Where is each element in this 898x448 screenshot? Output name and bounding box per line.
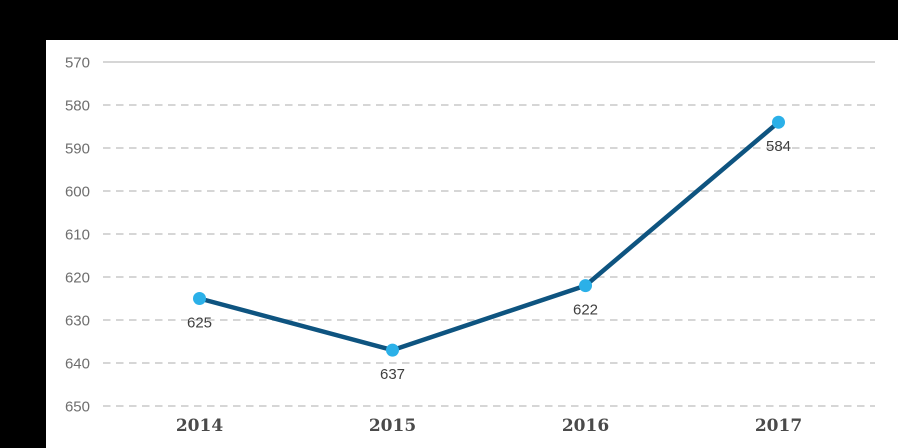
ranking-line-chart: 570 580 590 600 610 620 630 640 650 625 637 622 584 2… — [65, 55, 875, 436]
y-tick-label: 630 — [65, 313, 90, 330]
y-tick-label: 600 — [65, 184, 90, 201]
data-point-marker — [772, 115, 785, 129]
y-tick-label: 590 — [65, 141, 90, 158]
data-label: 637 — [380, 366, 405, 383]
y-tick-label: 640 — [65, 356, 90, 373]
data-label: 625 — [187, 315, 212, 332]
y-tick-label: 610 — [65, 227, 90, 244]
data-point-marker — [193, 292, 206, 305]
y-tick-label: 580 — [65, 98, 90, 115]
x-tick-label: 2016 — [562, 416, 609, 436]
y-tick-label: 620 — [65, 270, 90, 287]
data-label: 584 — [766, 138, 791, 155]
data-label: 622 — [573, 302, 598, 319]
data-point-marker — [386, 343, 399, 357]
x-tick-label: 2015 — [369, 416, 416, 436]
y-tick-label: 650 — [65, 399, 90, 416]
x-tick-label: 2017 — [755, 416, 802, 436]
y-tick-label: 570 — [65, 55, 90, 72]
series-line — [197, 119, 781, 353]
x-tick-label: 2014 — [176, 416, 223, 436]
data-point-marker — [579, 279, 592, 293]
chart-panel: 570 580 590 600 610 620 630 640 650 625 637 622 584 2… — [46, 40, 898, 448]
